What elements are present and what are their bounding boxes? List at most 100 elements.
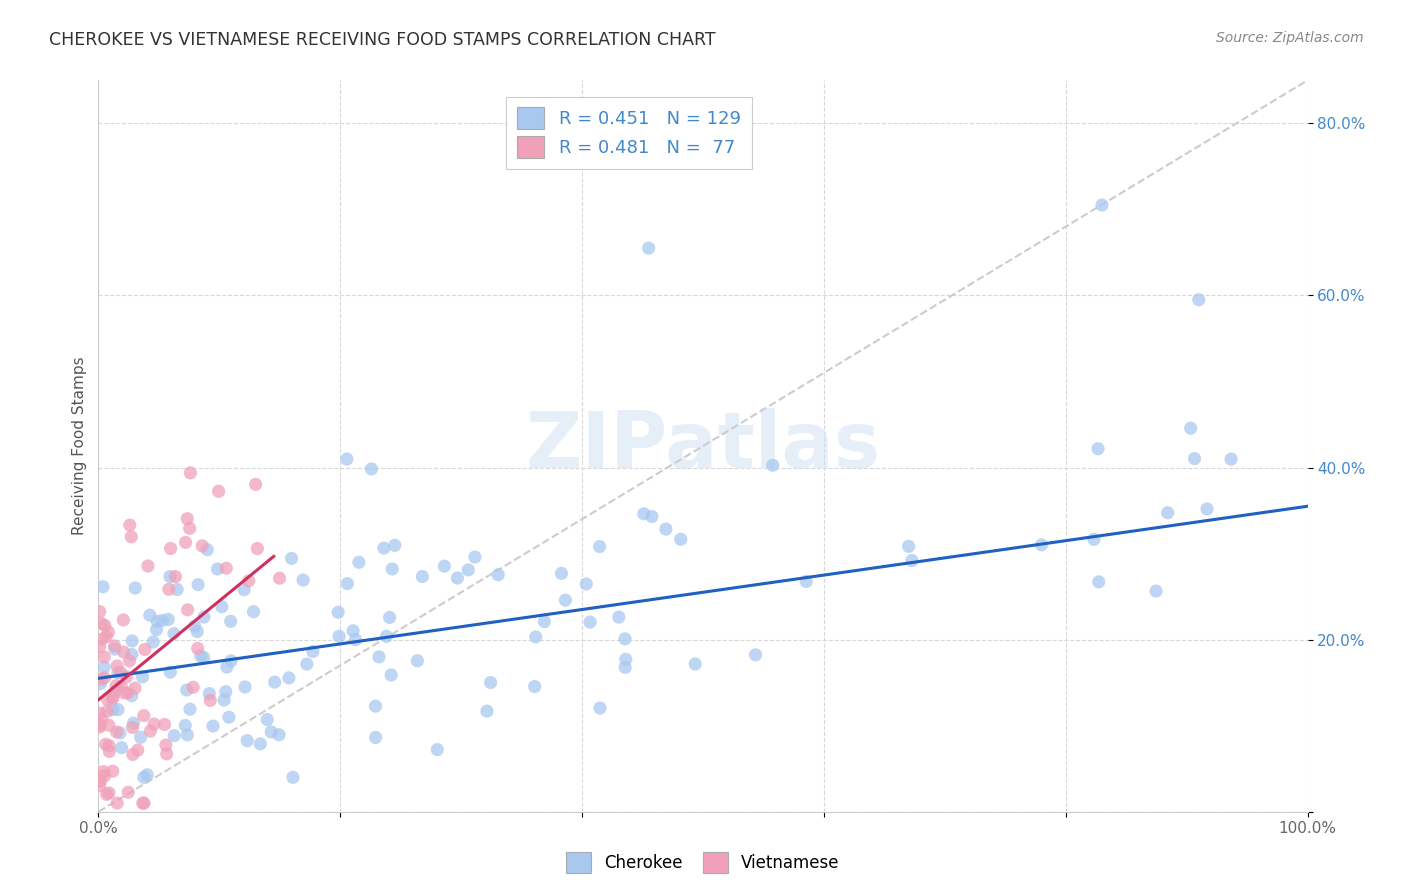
Point bbox=[190, 648, 212, 663]
Point bbox=[131, 670, 153, 684]
Point bbox=[426, 742, 449, 756]
Point bbox=[121, 634, 143, 648]
Point bbox=[121, 648, 143, 662]
Point bbox=[105, 796, 128, 810]
Point bbox=[641, 509, 664, 524]
Point bbox=[97, 625, 120, 640]
Point bbox=[97, 718, 120, 732]
Point bbox=[107, 665, 129, 680]
Point bbox=[219, 615, 242, 629]
Point bbox=[105, 725, 128, 739]
Point bbox=[96, 787, 118, 801]
Point bbox=[179, 521, 201, 535]
Point bbox=[153, 717, 176, 731]
Point bbox=[93, 649, 115, 664]
Point bbox=[281, 770, 304, 784]
Point bbox=[139, 724, 162, 739]
Point bbox=[132, 796, 155, 810]
Point bbox=[93, 671, 115, 685]
Point bbox=[344, 632, 367, 647]
Point bbox=[89, 720, 111, 734]
Point bbox=[1195, 502, 1218, 516]
Point bbox=[233, 680, 256, 694]
Point bbox=[295, 657, 318, 671]
Point bbox=[139, 608, 162, 623]
Point bbox=[685, 657, 707, 671]
Point bbox=[269, 571, 291, 585]
Point bbox=[669, 533, 692, 547]
Point bbox=[219, 654, 242, 668]
Point bbox=[132, 770, 155, 784]
Point bbox=[143, 717, 166, 731]
Point bbox=[195, 542, 218, 557]
Point bbox=[328, 629, 350, 643]
Point bbox=[187, 641, 209, 656]
Point bbox=[142, 635, 165, 649]
Point bbox=[342, 624, 364, 638]
Point bbox=[101, 703, 124, 717]
Point bbox=[93, 769, 115, 783]
Point bbox=[105, 679, 128, 693]
Point bbox=[200, 693, 222, 707]
Point bbox=[212, 693, 235, 707]
Legend: Cherokee, Vietnamese: Cherokee, Vietnamese bbox=[560, 846, 846, 880]
Point bbox=[89, 706, 111, 721]
Point bbox=[380, 668, 402, 682]
Point bbox=[90, 632, 112, 647]
Point bbox=[96, 630, 118, 644]
Point bbox=[89, 779, 111, 793]
Point bbox=[901, 553, 924, 567]
Point bbox=[554, 593, 576, 607]
Point bbox=[159, 569, 181, 583]
Point bbox=[117, 785, 139, 799]
Point bbox=[215, 684, 238, 698]
Point bbox=[1031, 538, 1053, 552]
Point bbox=[378, 610, 401, 624]
Point bbox=[457, 563, 479, 577]
Point bbox=[94, 737, 117, 751]
Point bbox=[607, 610, 630, 624]
Point bbox=[101, 691, 124, 706]
Point bbox=[118, 518, 141, 533]
Point bbox=[384, 538, 406, 552]
Point bbox=[446, 571, 468, 585]
Point bbox=[124, 581, 146, 595]
Point bbox=[1091, 198, 1114, 212]
Point bbox=[145, 623, 167, 637]
Point bbox=[245, 477, 267, 491]
Point bbox=[132, 796, 155, 810]
Legend: R = 0.451   N = 129, R = 0.481   N =  77: R = 0.451 N = 129, R = 0.481 N = 77 bbox=[506, 96, 752, 169]
Point bbox=[157, 612, 180, 626]
Point bbox=[211, 599, 233, 614]
Point bbox=[183, 619, 205, 633]
Point bbox=[897, 540, 920, 554]
Point bbox=[96, 704, 118, 718]
Text: ZIPatlas: ZIPatlas bbox=[526, 408, 880, 484]
Point bbox=[89, 605, 111, 619]
Point bbox=[121, 747, 143, 762]
Point bbox=[233, 582, 256, 597]
Point bbox=[263, 675, 285, 690]
Point bbox=[191, 539, 214, 553]
Point bbox=[187, 577, 209, 591]
Point bbox=[186, 624, 208, 639]
Point bbox=[101, 690, 124, 705]
Text: CHEROKEE VS VIETNAMESE RECEIVING FOOD STAMPS CORRELATION CHART: CHEROKEE VS VIETNAMESE RECEIVING FOOD ST… bbox=[49, 31, 716, 49]
Point bbox=[475, 704, 498, 718]
Point bbox=[176, 512, 198, 526]
Point bbox=[193, 650, 215, 665]
Point bbox=[215, 561, 238, 575]
Point bbox=[246, 541, 269, 556]
Point bbox=[614, 660, 637, 674]
Point bbox=[174, 718, 197, 732]
Y-axis label: Receiving Food Stamps: Receiving Food Stamps bbox=[72, 357, 87, 535]
Point bbox=[637, 241, 659, 255]
Point bbox=[336, 452, 359, 467]
Point bbox=[381, 562, 404, 576]
Point bbox=[97, 693, 120, 707]
Point bbox=[112, 613, 135, 627]
Point bbox=[218, 710, 240, 724]
Point bbox=[1184, 451, 1206, 466]
Point bbox=[94, 618, 117, 632]
Point bbox=[614, 652, 637, 666]
